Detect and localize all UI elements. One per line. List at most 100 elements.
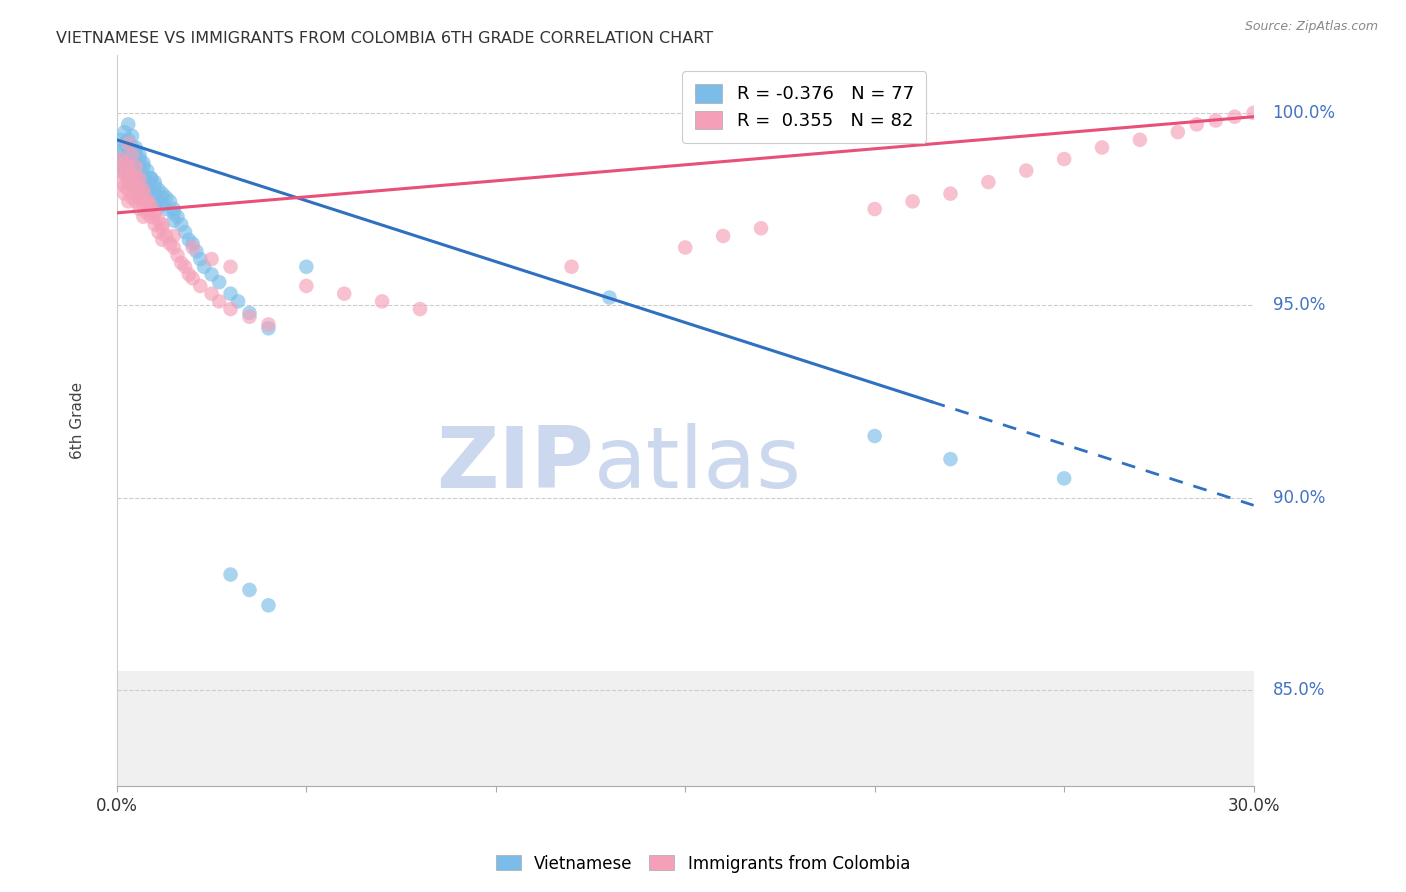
Point [1129, 133, 1152, 147]
Point [143, 206, 166, 220]
Point [1261, 106, 1284, 120]
Point [170, 218, 193, 232]
Point [148, 225, 170, 239]
Point [295, 279, 318, 293]
Point [125, 194, 148, 209]
Point [170, 256, 193, 270]
Point [749, 221, 772, 235]
Point [121, 190, 143, 204]
Point [117, 194, 139, 209]
Point [125, 145, 148, 159]
Point [977, 175, 1000, 189]
Point [136, 206, 159, 220]
Point [1167, 125, 1189, 139]
Point [128, 190, 150, 204]
Point [150, 233, 173, 247]
Point [121, 178, 143, 193]
Point [139, 210, 162, 224]
Point [150, 218, 173, 232]
Point [143, 186, 166, 201]
Point [117, 163, 139, 178]
Point [128, 171, 150, 186]
Point [711, 229, 734, 244]
Point [163, 206, 186, 220]
Point [863, 202, 886, 216]
Point [136, 175, 159, 189]
Point [226, 294, 249, 309]
Point [114, 136, 136, 151]
Text: 85.0%: 85.0% [1272, 681, 1324, 699]
Point [155, 229, 177, 244]
Point [128, 160, 150, 174]
Text: 100.0%: 100.0% [1272, 103, 1336, 122]
Point [143, 198, 166, 212]
Point [598, 291, 620, 305]
Point [132, 183, 155, 197]
Point [114, 163, 136, 178]
Point [863, 429, 886, 443]
Point [238, 306, 260, 320]
Point [148, 183, 170, 197]
Bar [117, 671, 1254, 786]
Point [139, 198, 162, 212]
Point [166, 210, 188, 224]
Point [125, 160, 148, 174]
Point [1053, 471, 1076, 485]
Point [295, 260, 318, 274]
Point [139, 183, 162, 197]
Text: 90.0%: 90.0% [1272, 489, 1324, 507]
Point [121, 171, 143, 186]
Point [128, 171, 150, 186]
Point [257, 318, 280, 332]
Point [114, 168, 136, 182]
Point [125, 178, 148, 193]
Point [121, 148, 143, 162]
Point [128, 190, 150, 204]
Point [117, 171, 139, 186]
Point [148, 194, 170, 209]
Point [166, 248, 188, 262]
Point [132, 178, 155, 193]
Point [219, 260, 242, 274]
Point [208, 275, 231, 289]
Point [163, 213, 186, 227]
Point [125, 140, 148, 154]
Text: 95.0%: 95.0% [1272, 296, 1324, 314]
Point [114, 145, 136, 159]
Point [174, 225, 197, 239]
Point [143, 178, 166, 193]
Point [110, 156, 132, 170]
Point [177, 233, 200, 247]
Point [159, 194, 181, 209]
Point [1091, 140, 1114, 154]
Point [181, 271, 204, 285]
Point [128, 178, 150, 193]
Point [121, 128, 143, 143]
Point [177, 268, 200, 282]
Point [181, 240, 204, 254]
Point [163, 202, 186, 216]
Legend: Vietnamese, Immigrants from Colombia: Vietnamese, Immigrants from Colombia [489, 848, 917, 880]
Point [193, 260, 215, 274]
Point [939, 452, 962, 467]
Point [125, 156, 148, 170]
Point [219, 567, 242, 582]
Point [219, 286, 242, 301]
Point [139, 171, 162, 186]
Text: Source: ZipAtlas.com: Source: ZipAtlas.com [1244, 20, 1378, 33]
Point [150, 221, 173, 235]
Point [257, 599, 280, 613]
Point [409, 301, 432, 316]
Point [110, 145, 132, 159]
Point [132, 160, 155, 174]
Point [1015, 163, 1038, 178]
Point [1281, 106, 1303, 120]
Point [110, 175, 132, 189]
Point [163, 240, 186, 254]
Point [117, 175, 139, 189]
Point [125, 183, 148, 197]
Point [117, 145, 139, 159]
Point [371, 294, 394, 309]
Point [121, 152, 143, 166]
Text: 6th Grade: 6th Grade [69, 382, 84, 459]
